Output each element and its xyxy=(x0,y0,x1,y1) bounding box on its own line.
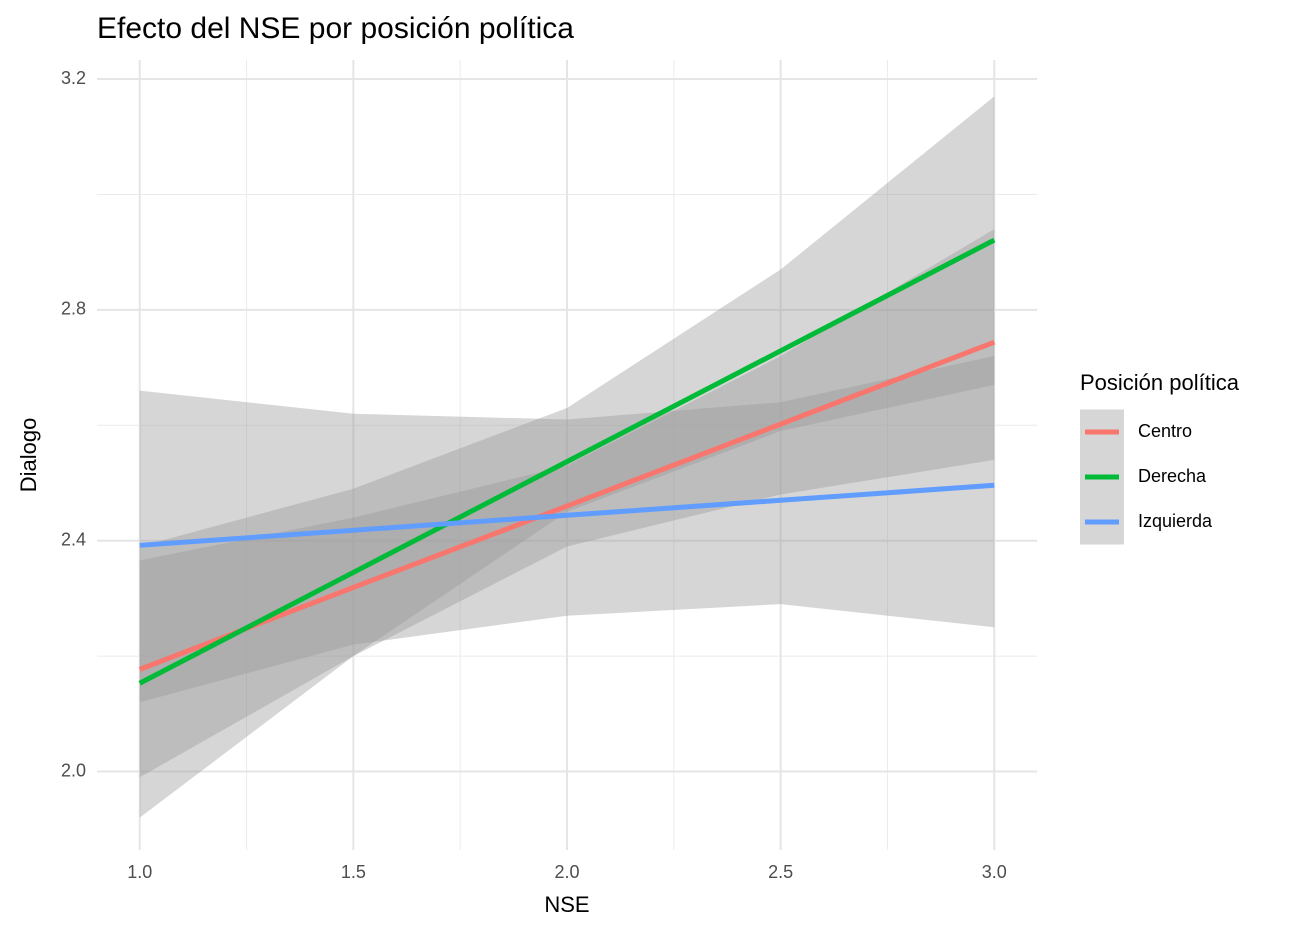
legend-label: Derecha xyxy=(1138,466,1207,486)
y-tick-label: 2.4 xyxy=(61,529,86,549)
x-tick-label: 3.0 xyxy=(982,862,1007,882)
confidence-band xyxy=(139,96,995,818)
x-tick-label: 1.5 xyxy=(341,862,366,882)
y-tick-label: 2.0 xyxy=(61,760,86,780)
x-tick-label: 2.0 xyxy=(554,862,579,882)
confidence-band xyxy=(139,356,995,703)
legend-title: Posición política xyxy=(1080,370,1240,395)
x-tick-label: 2.5 xyxy=(768,862,793,882)
legend-label: Centro xyxy=(1138,421,1192,441)
series-line xyxy=(138,339,996,672)
y-tick-label: 3.2 xyxy=(61,68,86,88)
x-tick-label: 1.0 xyxy=(127,862,152,882)
series-line xyxy=(138,237,996,686)
confidence-band xyxy=(139,229,995,778)
y-tick-label: 2.8 xyxy=(61,299,86,319)
y-axis-label: Dialogo xyxy=(16,418,41,493)
legend-label: Izquierda xyxy=(1138,511,1213,531)
x-axis-label: NSE xyxy=(544,892,589,917)
series-line xyxy=(139,482,995,548)
chart-title: Efecto del NSE por posición política xyxy=(97,12,574,45)
